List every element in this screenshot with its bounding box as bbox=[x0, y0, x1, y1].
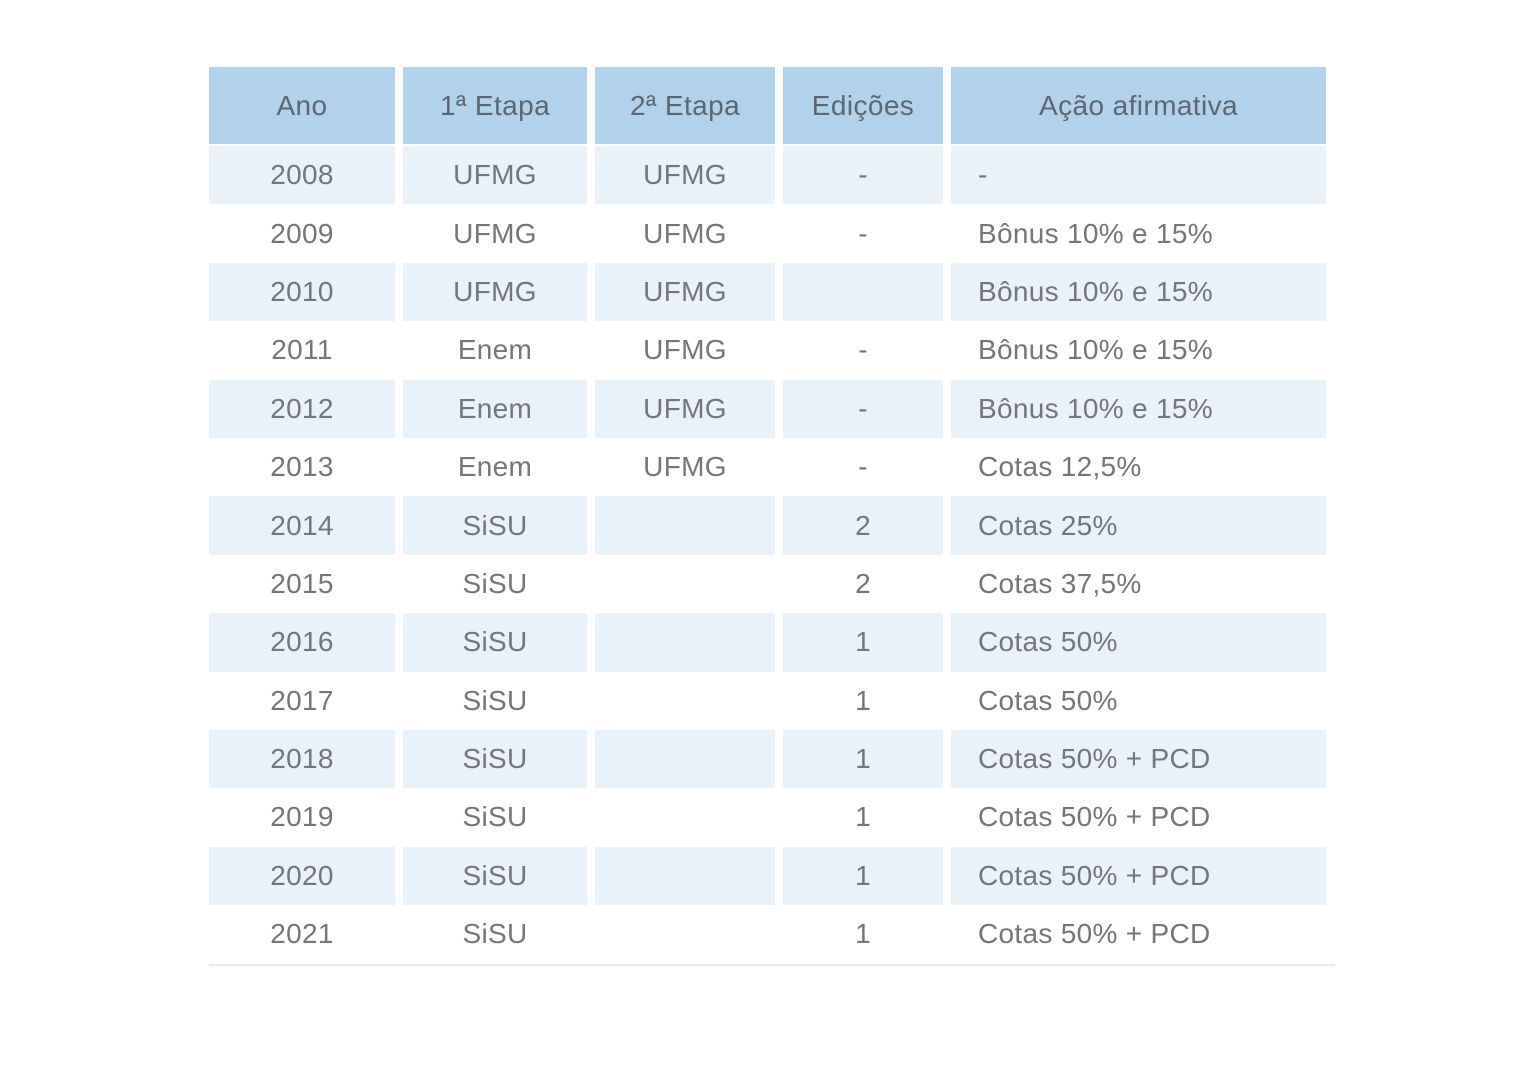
table-row: 2016 SiSU 1 Cotas 50% bbox=[209, 613, 1326, 672]
table-bottom-divider bbox=[209, 964, 1335, 966]
cell-acao-afirmativa: Cotas 50% + PCD bbox=[951, 729, 1326, 789]
cell-etapa1: Enem bbox=[403, 379, 587, 438]
cell-etapa1: Enem bbox=[457, 451, 533, 483]
cell-acao-afirmativa: Cotas 50% + PCD bbox=[951, 846, 1326, 906]
cell-ano: 2010 bbox=[209, 262, 395, 322]
cell-edicoes: - bbox=[858, 334, 868, 366]
cell-acao-afirmativa: - bbox=[951, 146, 1326, 205]
table-header-row: Ano 1ª Etapa 2ª Etapa Edições Ação afirm… bbox=[209, 67, 1326, 144]
cell-acao-afirmativa: Cotas 50% + PCD bbox=[978, 918, 1211, 950]
cell-etapa1: SiSU bbox=[403, 613, 587, 672]
cell-acao-afirmativa: Bônus 10% e 15% bbox=[951, 379, 1326, 438]
table-body: 2008 UFMG UFMG - -2009 UFMG UFMG - Bônus 10% e 1… bbox=[209, 146, 1326, 963]
cell-etapa2 bbox=[595, 846, 775, 906]
cell-etapa1: UFMG bbox=[403, 146, 587, 205]
cell-ano: 2019 bbox=[270, 801, 334, 833]
cell-ano: 2015 bbox=[270, 567, 334, 599]
table-row: 2013 Enem UFMG - Cotas 12,5% bbox=[209, 438, 1326, 496]
table-row: 2010 UFMG UFMG Bônus 10% e 15% bbox=[209, 262, 1326, 322]
cell-etapa1: SiSU bbox=[403, 496, 587, 555]
cell-etapa1: SiSU bbox=[462, 918, 528, 950]
cell-edicoes: 1 bbox=[783, 729, 943, 789]
cell-etapa1: SiSU bbox=[462, 684, 528, 716]
cell-acao-afirmativa: Cotas 12,5% bbox=[978, 451, 1142, 483]
cell-ano: 2008 bbox=[209, 146, 395, 205]
table-row: 2020 SiSU 1 Cotas 50% + PCD bbox=[209, 846, 1326, 906]
cell-edicoes: - bbox=[858, 451, 868, 483]
header-cell-acao-afirmativa: Ação afirmativa bbox=[951, 67, 1326, 144]
cell-edicoes: 1 bbox=[855, 801, 871, 833]
cell-etapa2: UFMG bbox=[595, 379, 775, 438]
cell-acao-afirmativa: Cotas 50% + PCD bbox=[978, 801, 1211, 833]
header-cell-etapa1: 1ª Etapa bbox=[403, 67, 587, 144]
cell-etapa1: SiSU bbox=[403, 729, 587, 789]
admissions-table: Ano 1ª Etapa 2ª Etapa Edições Ação afirm… bbox=[209, 67, 1326, 963]
table-row: 2009 UFMG UFMG - Bônus 10% e 15% bbox=[209, 204, 1326, 262]
cell-etapa2: UFMG bbox=[643, 451, 727, 483]
table-row: 2021 SiSU 1 Cotas 50% + PCD bbox=[209, 905, 1326, 963]
cell-etapa2: UFMG bbox=[595, 262, 775, 322]
cell-edicoes: 2 bbox=[783, 496, 943, 555]
table-row: 2019 SiSU 1 Cotas 50% + PCD bbox=[209, 788, 1326, 846]
cell-edicoes: - bbox=[783, 379, 943, 438]
cell-ano: 2021 bbox=[270, 918, 334, 950]
table-row: 2018 SiSU 1 Cotas 50% + PCD bbox=[209, 729, 1326, 789]
cell-edicoes: - bbox=[783, 146, 943, 205]
header-cell-etapa2: 2ª Etapa bbox=[595, 67, 775, 144]
table-row: 2017 SiSU 1 Cotas 50% bbox=[209, 672, 1326, 730]
cell-edicoes: 1 bbox=[783, 613, 943, 672]
header-cell-ano: Ano bbox=[209, 67, 395, 144]
cell-etapa2: UFMG bbox=[643, 217, 727, 249]
cell-etapa2 bbox=[595, 788, 775, 846]
cell-ano: 2011 bbox=[271, 334, 333, 366]
cell-ano: 2013 bbox=[270, 451, 334, 483]
cell-ano: 2009 bbox=[270, 217, 334, 249]
cell-acao-afirmativa: Cotas 50% bbox=[978, 684, 1118, 716]
cell-acao-afirmativa: Bônus 10% e 15% bbox=[978, 217, 1213, 249]
cell-ano: 2018 bbox=[209, 729, 395, 789]
cell-etapa2: UFMG bbox=[595, 146, 775, 205]
cell-etapa2 bbox=[595, 613, 775, 672]
cell-acao-afirmativa: Cotas 50% bbox=[951, 613, 1326, 672]
cell-edicoes: 1 bbox=[783, 846, 943, 906]
cell-etapa1: UFMG bbox=[403, 262, 587, 322]
table-row: 2015 SiSU 2 Cotas 37,5% bbox=[209, 555, 1326, 613]
cell-edicoes bbox=[783, 262, 943, 322]
cell-acao-afirmativa: Bônus 10% e 15% bbox=[951, 262, 1326, 322]
cell-edicoes: 1 bbox=[855, 684, 871, 716]
cell-ano: 2012 bbox=[209, 379, 395, 438]
cell-edicoes: 1 bbox=[855, 918, 871, 950]
cell-ano: 2020 bbox=[209, 846, 395, 906]
cell-etapa1: SiSU bbox=[462, 801, 528, 833]
table-row: 2014 SiSU 2 Cotas 25% bbox=[209, 496, 1326, 555]
cell-etapa2 bbox=[595, 555, 775, 613]
cell-edicoes: 2 bbox=[855, 567, 871, 599]
table-row: 2008 UFMG UFMG - - bbox=[209, 146, 1326, 205]
cell-etapa2 bbox=[595, 729, 775, 789]
cell-etapa1: SiSU bbox=[403, 846, 587, 906]
cell-etapa2 bbox=[595, 496, 775, 555]
cell-acao-afirmativa: Bônus 10% e 15% bbox=[978, 334, 1213, 366]
cell-etapa1: UFMG bbox=[453, 217, 537, 249]
cell-etapa2 bbox=[595, 672, 775, 730]
cell-ano: 2016 bbox=[209, 613, 395, 672]
table-row: 2012 Enem UFMG - Bônus 10% e 15% bbox=[209, 379, 1326, 438]
cell-ano: 2014 bbox=[209, 496, 395, 555]
cell-etapa2 bbox=[595, 905, 775, 963]
cell-etapa1: SiSU bbox=[462, 567, 528, 599]
cell-acao-afirmativa: Cotas 25% bbox=[951, 496, 1326, 555]
cell-etapa2: UFMG bbox=[643, 334, 727, 366]
table-row: 2011 Enem UFMG - Bônus 10% e 15% bbox=[209, 321, 1326, 379]
cell-edicoes: - bbox=[858, 217, 868, 249]
cell-acao-afirmativa: Cotas 37,5% bbox=[978, 567, 1142, 599]
cell-ano: 2017 bbox=[270, 684, 334, 716]
header-cell-edicoes: Edições bbox=[783, 67, 943, 144]
cell-etapa1: Enem bbox=[457, 334, 533, 366]
